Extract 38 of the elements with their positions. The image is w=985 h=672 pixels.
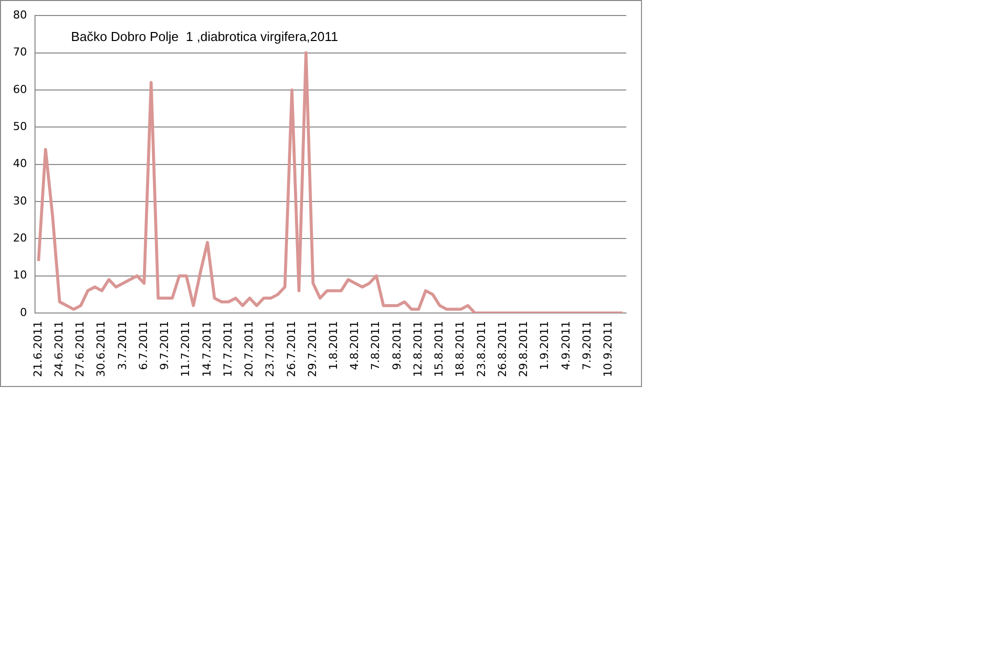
y-tick-label: 30	[12, 194, 27, 208]
y-tick-label: 10	[12, 268, 27, 282]
y-tick-label: 60	[12, 82, 27, 96]
y-tick-label: 40	[12, 157, 27, 170]
x-tick-label: 26.8.2011	[496, 321, 509, 377]
y-tick-label: 0	[20, 306, 27, 319]
y-tick-label: 50	[12, 120, 27, 133]
x-tick-label: 15.8.2011	[432, 321, 446, 377]
y-tick-label: 20	[12, 232, 27, 245]
x-tick-label: 20.7.2011	[242, 321, 256, 377]
x-tick-label: 4.9.2011	[559, 321, 572, 370]
x-tick-label: 10.9.2011	[602, 321, 615, 377]
x-tick-label: 12.8.2011	[411, 321, 424, 377]
x-tick-label: 27.6.2011	[74, 321, 87, 377]
x-tick-label: 7.8.2011	[369, 321, 382, 370]
x-tick-label: 6.7.2011	[136, 321, 150, 370]
x-tick-label: 9.7.2011	[158, 321, 172, 370]
x-tick-label: 17.7.2011	[221, 321, 234, 377]
x-tick-label: 14.7.2011	[200, 321, 214, 377]
x-tick-label: 26.7.2011	[284, 321, 298, 377]
x-tick-label: 23.7.2011	[264, 321, 277, 377]
y-tick-label: 70	[12, 46, 27, 59]
x-tick-label: 24.6.2011	[52, 321, 66, 377]
x-tick-label: 1.9.2011	[538, 321, 552, 370]
x-tick-label: 3.7.2011	[116, 321, 129, 370]
x-tick-label: 9.8.2011	[390, 321, 404, 370]
text: Bačko Dobro Polje 1 ,diabrotica virgifera,2011	[70, 29, 338, 44]
x-tick-label: 4.8.2011	[348, 321, 362, 370]
x-tick-label: 23.8.2011	[474, 321, 488, 377]
x-tick-label: 30.6.2011	[94, 321, 108, 377]
x-tick-label: 29.8.2011	[517, 321, 530, 377]
x-tick-label: 18.8.2011	[454, 321, 467, 377]
x-tick-label: 7.9.2011	[580, 321, 594, 370]
x-tick-label: 11.7.2011	[179, 321, 192, 377]
x-tick-label: 21.6.2011	[31, 321, 44, 377]
x-tick-label: 29.7.2011	[306, 321, 319, 377]
x-tick-label: 1.8.2011	[327, 321, 340, 370]
y-tick-label: 80	[12, 8, 27, 22]
